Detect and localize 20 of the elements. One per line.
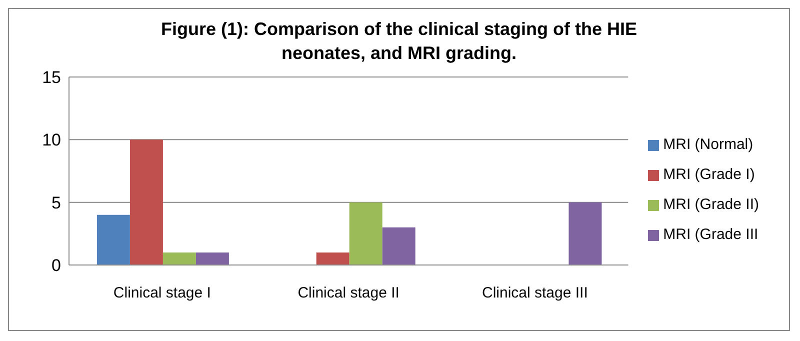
x-tick-label: Clinical stage III (482, 284, 588, 302)
y-tick-label: 10 (42, 130, 61, 150)
bar (196, 252, 229, 265)
x-tick-label: Clinical stage II (298, 284, 400, 302)
chart-title: Figure (1): Comparison of the clinical staging of the HIE neonates, and MRI grading. (160, 18, 638, 65)
legend-label: MRI (Grade I) (663, 166, 755, 183)
y-tick-label: 15 (42, 68, 61, 88)
bar (568, 202, 602, 265)
bar (162, 252, 196, 265)
y-tick-label: 5 (52, 193, 61, 212)
x-tick-label: Clinical stage I (113, 284, 211, 302)
bar (96, 214, 130, 265)
bar (382, 227, 416, 265)
legend-label: MRI (Normal) (663, 136, 754, 153)
y-tick-label: 0 (52, 256, 61, 276)
legend-label: MRI (Grade III (663, 226, 758, 243)
legend-label: MRI (Grade II) (663, 196, 759, 213)
bar (130, 140, 163, 265)
bar (349, 202, 382, 265)
bar (316, 252, 350, 265)
